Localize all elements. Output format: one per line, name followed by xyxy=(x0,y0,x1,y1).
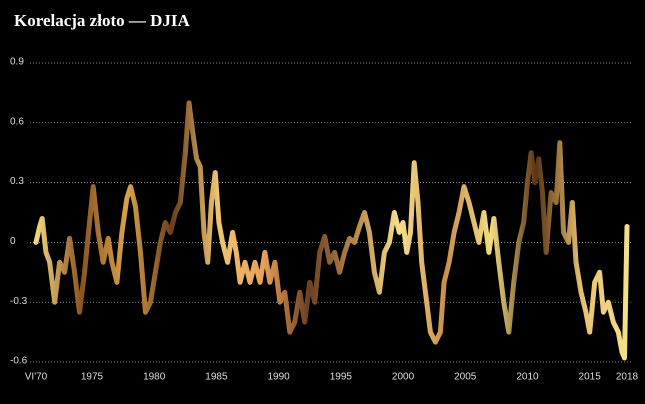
x-tick-label: 2018 xyxy=(616,372,639,383)
y-tick-label: -0.3 xyxy=(10,296,28,307)
chart-title: Korelacja złoto — DJIA xyxy=(14,11,191,30)
y-tick-label: 0 xyxy=(10,236,16,247)
x-tick-label: VI'70 xyxy=(25,372,48,383)
y-tick-label: 0.3 xyxy=(10,176,24,187)
x-tick-label: 1985 xyxy=(205,372,228,383)
y-tick-label: 0.6 xyxy=(10,116,24,127)
y-tick-label: -0.6 xyxy=(10,356,28,367)
x-tick-label: 2005 xyxy=(454,372,477,383)
correlation-line xyxy=(33,100,630,361)
y-tick-label: 0.9 xyxy=(10,57,24,68)
x-tick-label: 1975 xyxy=(81,372,104,383)
x-tick-label: 1995 xyxy=(330,372,353,383)
x-tick-label: 2000 xyxy=(392,372,415,383)
x-tick-label: 1990 xyxy=(267,372,290,383)
x-tick-label: 2010 xyxy=(516,372,539,383)
x-tick-label: 2015 xyxy=(579,372,602,383)
x-tick-label: 1980 xyxy=(143,372,166,383)
